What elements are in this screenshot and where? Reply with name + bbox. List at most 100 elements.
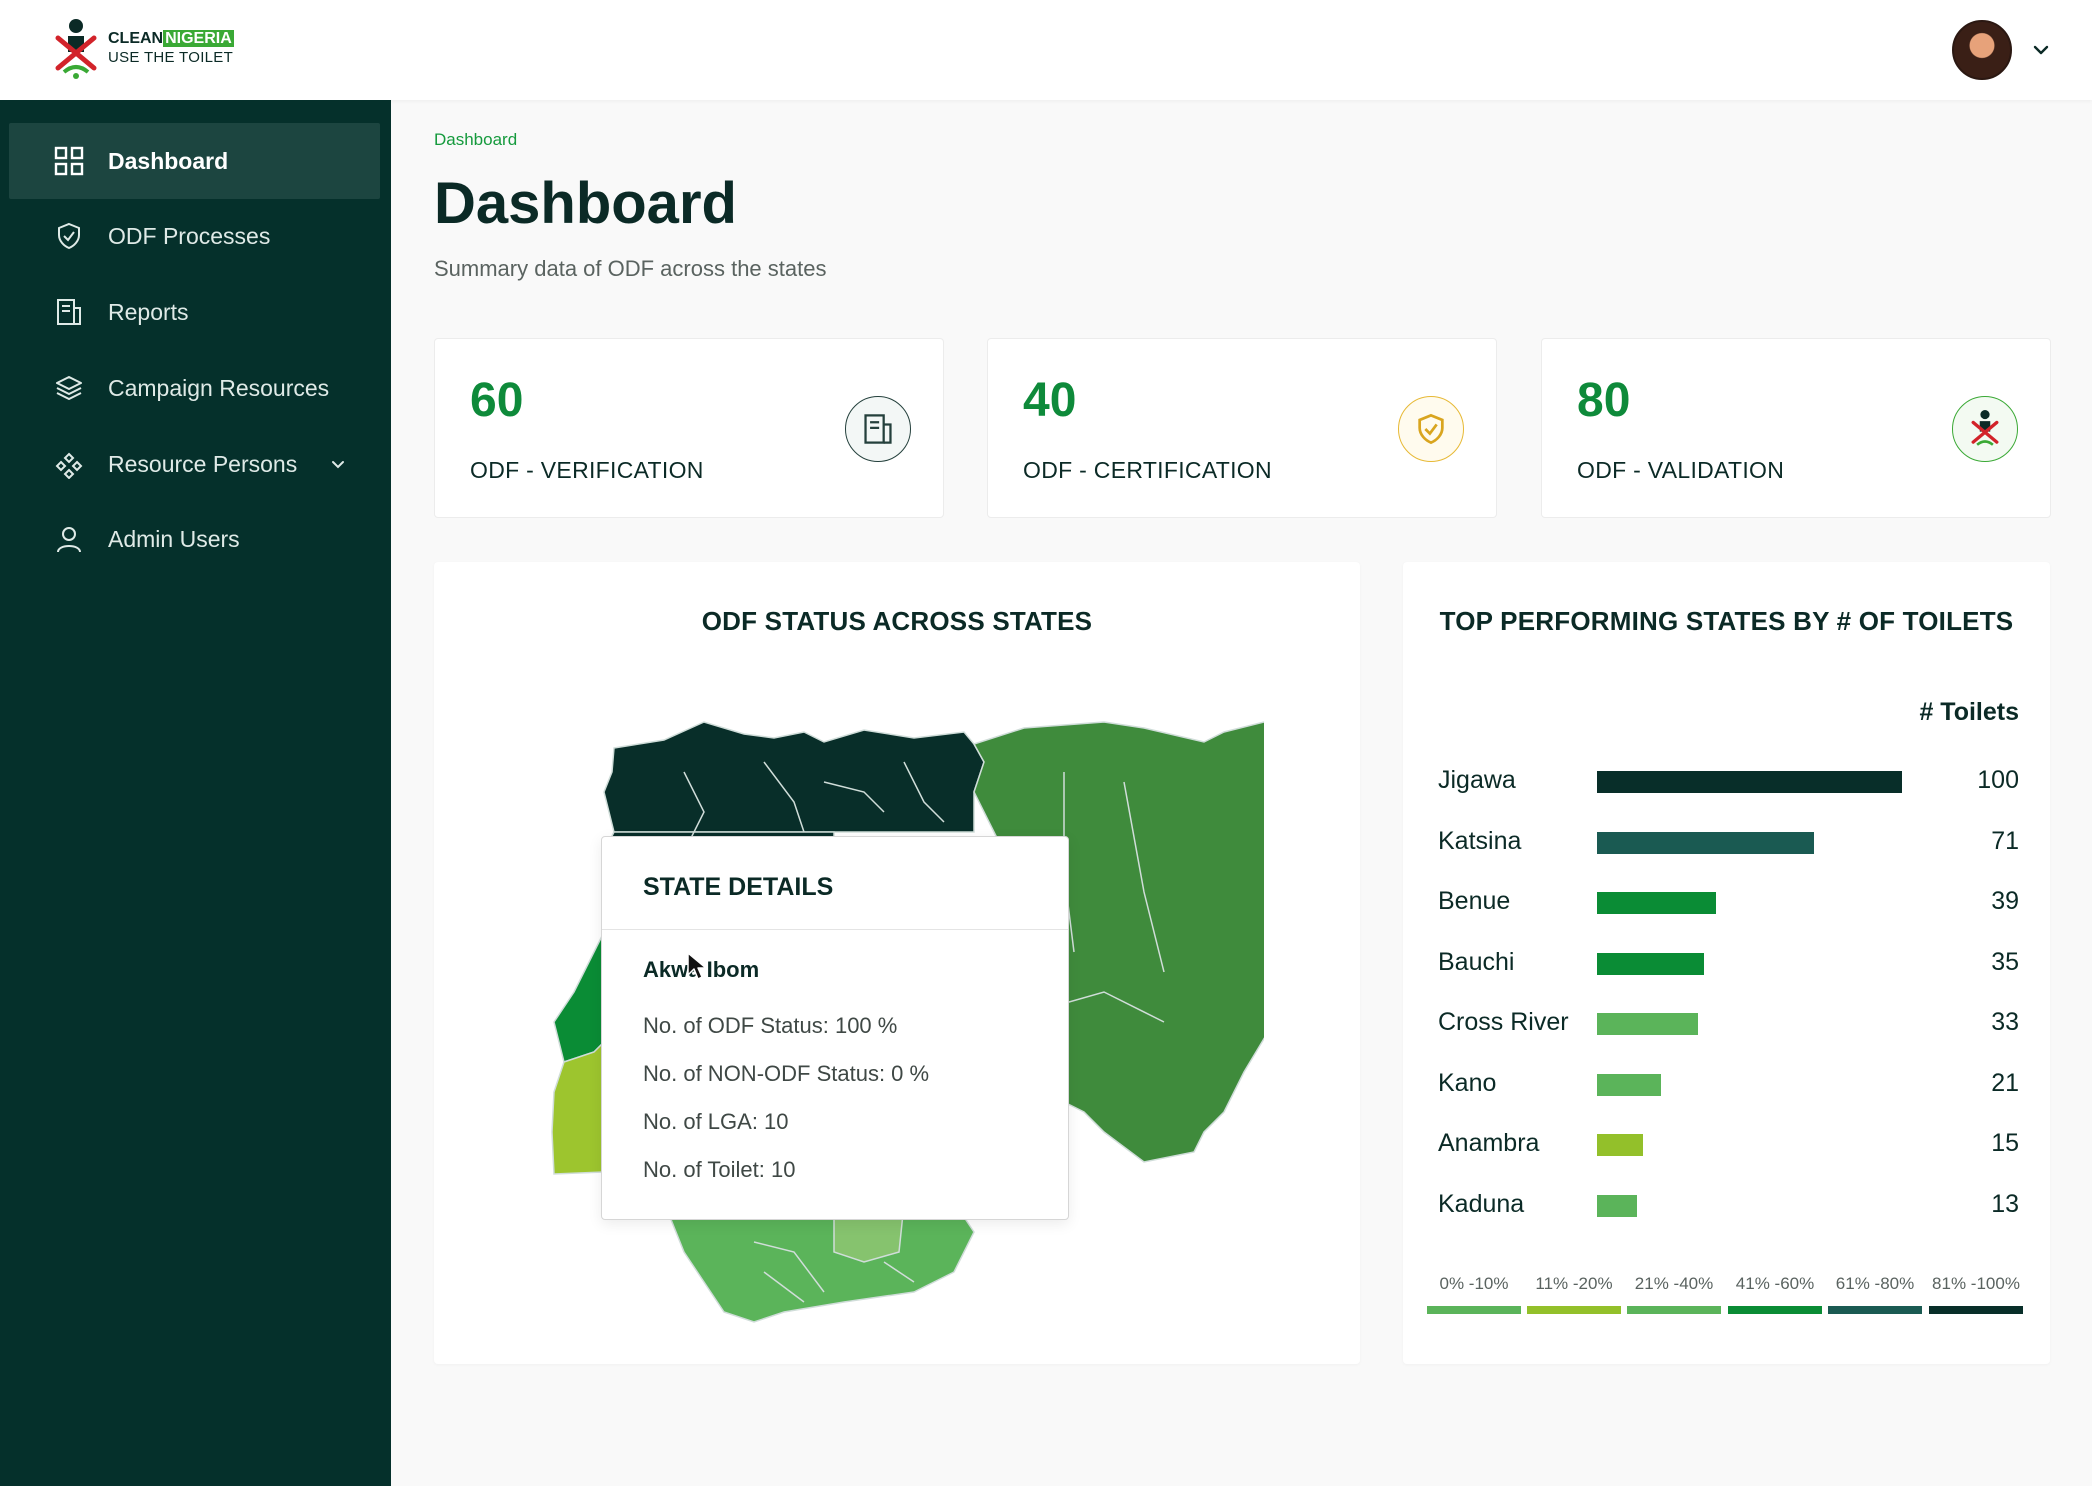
sidebar: Dashboard ODF Processes Reports Campaign… <box>0 100 391 1486</box>
breadcrumb[interactable]: Dashboard <box>434 130 518 149</box>
sidebar-item-campaign-resources[interactable]: Campaign Resources <box>9 350 380 426</box>
user-icon <box>57 527 81 553</box>
bar[interactable] <box>1597 952 1704 975</box>
bar-category-label: Jigawa <box>1438 766 1516 794</box>
bar-category-label: Anambra <box>1438 1129 1540 1157</box>
sidebar-item-dashboard[interactable]: Dashboard <box>9 123 380 199</box>
bar[interactable] <box>1597 1073 1662 1096</box>
bar-row[interactable]: Jigawa 100 <box>1438 764 2019 800</box>
tooltip-divider <box>602 929 1068 930</box>
bar-category-label: Kano <box>1438 1068 1497 1097</box>
legend-label: 81% -100% <box>1932 1274 2020 1293</box>
legend-label: 0% -10% <box>1439 1274 1509 1293</box>
legend-swatch <box>1728 1306 1822 1314</box>
shield-check-icon <box>1398 396 1464 462</box>
tooltip-non-odf-status: No. of NON-ODF Status: 0 % <box>643 1061 930 1086</box>
top-header: CLEAN NIGERIA USE THE TOILET <box>0 0 2092 100</box>
map-panel-title: ODF STATUS ACROSS STATES <box>701 606 1093 636</box>
legend-item: 41% -60% <box>1728 1274 1822 1314</box>
brand-nigeria: NIGERIA <box>163 30 234 47</box>
bar-column-header: # Toilets <box>1919 698 2019 726</box>
legend-label: 11% -20% <box>1535 1274 1613 1293</box>
legend-item: 61% -80% <box>1828 1274 1922 1314</box>
bar-row[interactable]: Kaduna 13 <box>1438 1188 2019 1224</box>
legend-label: 21% -40% <box>1634 1274 1714 1293</box>
network-icon <box>55 452 83 479</box>
tooltip-odf-status: No. of ODF Status: 100 % <box>643 1013 898 1038</box>
mouse-cursor-icon <box>687 952 707 980</box>
stat-value: 60 <box>470 374 524 427</box>
brand-logo[interactable]: CLEAN NIGERIA USE THE TOILET <box>52 16 234 80</box>
tooltip-toilet-count: No. of Toilet: 10 <box>643 1157 796 1182</box>
legend-item: 11% -20% <box>1527 1274 1621 1314</box>
bar-value-label: 71 <box>1991 826 2019 855</box>
sidebar-item-label: ODF Processes <box>108 222 271 249</box>
bar-row[interactable]: Kano 21 <box>1438 1067 2019 1103</box>
bar[interactable] <box>1597 831 1814 854</box>
legend-swatch <box>1427 1306 1521 1314</box>
logo-icon <box>1952 396 2018 462</box>
bar-value-label: 33 <box>1991 1008 2019 1036</box>
sidebar-item-odf-processes[interactable]: ODF Processes <box>9 198 380 274</box>
avatar[interactable] <box>1952 20 2012 80</box>
bar-row[interactable]: Anambra 15 <box>1438 1127 2019 1163</box>
bar[interactable] <box>1597 1194 1637 1217</box>
grid-icon <box>54 146 84 176</box>
sidebar-item-label: Admin Users <box>108 525 240 552</box>
bar[interactable] <box>1597 1013 1698 1035</box>
bar-value-label: 13 <box>1991 1189 2019 1218</box>
stat-label: ODF - CERTIFICATION <box>1023 457 1272 483</box>
sidebar-item-label: Reports <box>108 298 189 325</box>
bar-value-label: 15 <box>1991 1129 2019 1157</box>
stat-card-certification[interactable]: 40 ODF - CERTIFICATION <box>987 338 1497 518</box>
legend-item: 21% -40% <box>1627 1274 1721 1314</box>
bar[interactable] <box>1597 892 1716 914</box>
sidebar-item-admin-users[interactable]: Admin Users <box>9 501 380 577</box>
tooltip-title: STATE DETAILS <box>643 873 834 901</box>
bar-category-label: Katsina <box>1438 826 1522 855</box>
top-states-panel: TOP PERFORMING STATES BY # OF TOILETS # … <box>1403 562 2050 1364</box>
bar-row[interactable]: Katsina 71 <box>1438 825 2019 861</box>
bar-row[interactable]: Cross River 33 <box>1438 1006 2019 1042</box>
brand-wordmark: CLEAN NIGERIA USE THE TOILET <box>108 29 234 67</box>
legend-swatch <box>1627 1306 1721 1314</box>
state-details-tooltip: STATE DETAILS Akwa Ibom No. of ODF Statu… <box>601 836 1069 1220</box>
document-icon <box>845 396 911 462</box>
bar[interactable] <box>1597 771 1902 793</box>
sidebar-item-resource-persons[interactable]: Resource Persons <box>9 426 380 502</box>
stat-label: ODF - VERIFICATION <box>470 457 704 483</box>
stat-value: 80 <box>1577 374 1631 427</box>
legend-item: 0% -10% <box>1427 1274 1521 1314</box>
stat-card-validation[interactable]: 80 ODF - VALIDATION <box>1541 338 2051 518</box>
legend-swatch <box>1527 1306 1621 1314</box>
bar[interactable] <box>1597 1134 1643 1156</box>
brand-clean: CLEAN <box>108 30 164 47</box>
bar-value-label: 21 <box>1991 1068 2019 1097</box>
bar-category-label: Kaduna <box>1438 1189 1525 1218</box>
map-region-north-west[interactable] <box>603 721 985 833</box>
bar-row[interactable]: Benue 39 <box>1438 885 2019 921</box>
bar-row[interactable]: Bauchi 35 <box>1438 946 2019 982</box>
legend-swatch <box>1828 1306 1922 1314</box>
bar-panel-title: TOP PERFORMING STATES BY # OF TOILETS <box>1439 606 2014 636</box>
legend-item: 81% -100% <box>1929 1274 2023 1314</box>
brand-tagline: USE THE TOILET <box>108 49 234 66</box>
stat-card-verification[interactable]: 60 ODF - VERIFICATION <box>434 338 944 518</box>
legend-label: 61% -80% <box>1835 1274 1915 1293</box>
chevron-down-icon[interactable] <box>2030 39 2052 61</box>
logo-icon <box>55 19 97 79</box>
shield-icon <box>58 222 80 250</box>
bar-value-label: 35 <box>1991 947 2019 976</box>
sidebar-item-label: Campaign Resources <box>108 374 330 401</box>
sidebar-item-reports[interactable]: Reports <box>9 274 380 350</box>
chevron-down-icon[interactable] <box>328 454 348 474</box>
sidebar-item-label: Dashboard <box>108 147 229 174</box>
page-title: Dashboard <box>434 171 737 236</box>
profile-menu[interactable] <box>1952 20 2052 80</box>
layers-icon <box>56 376 82 400</box>
bar-value-label: 39 <box>1991 887 2019 915</box>
bar-value-label: 100 <box>1977 766 2019 794</box>
bar-category-label: Benue <box>1438 887 1511 915</box>
page-subtitle: Summary data of ODF across the states <box>434 256 827 281</box>
legend-swatch <box>1929 1306 2023 1314</box>
